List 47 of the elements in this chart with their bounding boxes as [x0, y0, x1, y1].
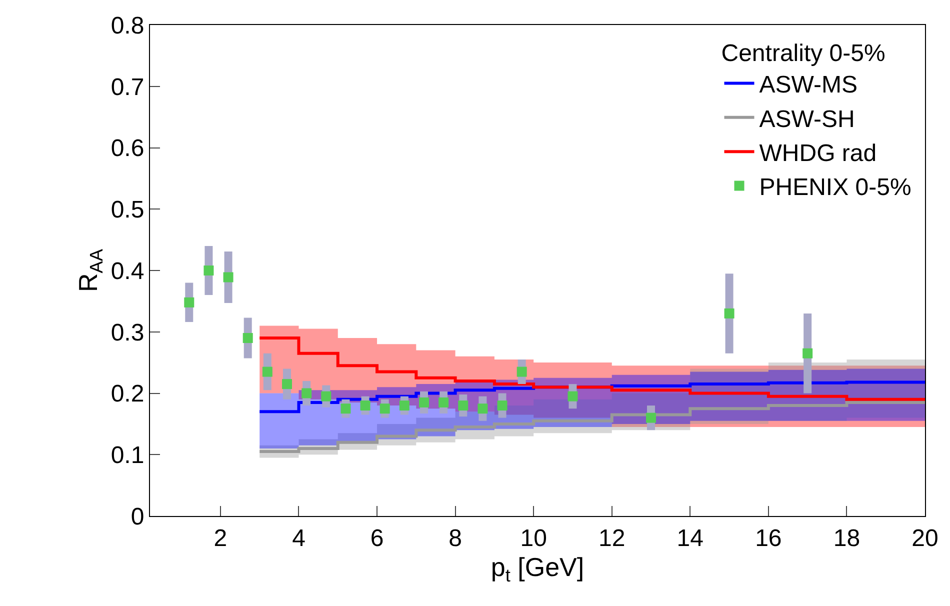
x-tick-label: 16 [755, 524, 782, 552]
x-tick-label: 2 [214, 524, 228, 552]
y-tick-label: 0.6 [110, 135, 144, 162]
y-tick-label: 0.3 [110, 319, 144, 346]
x-tick-label: 8 [448, 524, 462, 552]
x-tick-label: 4 [292, 524, 306, 552]
point [568, 391, 578, 402]
legend-title: Centrality 0-5% [721, 40, 886, 68]
point [340, 404, 351, 414]
x-tick-label: 14 [676, 524, 704, 552]
point [399, 400, 410, 411]
point [438, 397, 449, 408]
x-tick-label: 10 [520, 524, 547, 552]
x-tick-label: 12 [598, 524, 626, 552]
legend-label: PHENIX 0-5% [759, 174, 912, 202]
point [360, 400, 370, 411]
point [724, 308, 734, 318]
legend-label: ASW-MS [759, 72, 858, 99]
point [223, 272, 234, 282]
point [262, 366, 272, 377]
x-tick-label: 20 [912, 524, 938, 552]
point [418, 397, 429, 408]
point [802, 348, 813, 358]
point [497, 400, 508, 411]
y-tick-label: 0.7 [110, 74, 144, 101]
x-axis-title: p$_{t}$ [GeV] [490, 552, 584, 586]
point [282, 379, 292, 390]
y-tick-label: 0.1 [110, 442, 144, 470]
point [242, 333, 253, 344]
point [646, 412, 656, 423]
point [380, 404, 390, 414]
point [184, 297, 194, 308]
legend-label: WHDG rad [759, 140, 877, 167]
y-tick-label: 0 [130, 503, 144, 530]
point [458, 400, 468, 411]
y-tick-label: 0.8 [110, 12, 144, 40]
y-tick-label: 0.4 [110, 258, 144, 285]
x-tick-label: 6 [370, 524, 384, 552]
point [204, 266, 214, 276]
point [321, 391, 332, 402]
x-tick-label: 18 [833, 524, 860, 552]
point [302, 388, 312, 398]
y-tick-label: 0.5 [110, 196, 144, 224]
legend-label: ASW-SH [759, 106, 855, 133]
y-tick-label: 0.2 [110, 380, 144, 408]
point [478, 404, 488, 414]
point [516, 366, 527, 377]
